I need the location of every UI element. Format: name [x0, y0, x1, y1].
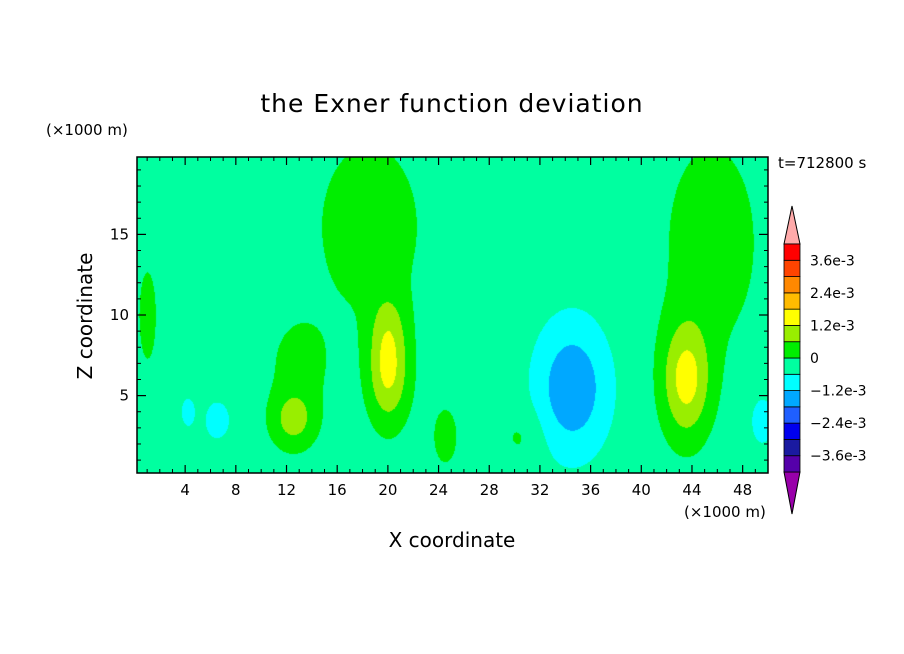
colorbar-swatch	[783, 373, 801, 391]
y-axis-label: Z coordinate	[73, 253, 97, 380]
x-axis-unit: (×1000 m)	[684, 503, 766, 521]
x-tick-label: 20	[378, 481, 397, 499]
x-tick-label: 28	[480, 481, 499, 499]
colorbar-label: −3.6e-3	[810, 449, 867, 465]
colorbar-label: 2.4e-3	[810, 286, 855, 302]
y-tick-label: 15	[110, 225, 129, 243]
colorbar-min-arrow	[783, 471, 801, 515]
y-tick-label: 5	[119, 387, 129, 405]
colorbar-label: −2.4e-3	[810, 416, 867, 432]
colorbar-swatch	[783, 325, 801, 343]
x-tick-label: 36	[581, 481, 600, 499]
colorbar-max-arrow	[783, 205, 801, 245]
colorbar-swatch	[783, 276, 801, 294]
x-tick-label: 4	[180, 481, 190, 499]
y-tick-label: 10	[110, 306, 129, 324]
colorbar-label: 3.6e-3	[810, 253, 855, 269]
x-tick-label: 12	[277, 481, 296, 499]
x-axis: 4 8 12 16 20 24 28 32 36 40 44 48	[146, 157, 756, 499]
colorbar-swatch	[783, 243, 801, 261]
colorbar-label: −1.2e-3	[810, 384, 867, 400]
x-tick-label: 16	[328, 481, 347, 499]
x-tick-label: 44	[682, 481, 701, 499]
colorbar-swatch	[783, 390, 801, 408]
y-axis-unit: (×1000 m)	[46, 121, 128, 139]
colorbar-swatch	[783, 455, 801, 473]
colorbar-swatch	[783, 308, 801, 326]
colorbar: 3.6e-3 2.4e-3 1.2e-3 0 −1.2e-3 −2.4e-3 −3.6e-3	[783, 205, 867, 515]
time-label: t=712800 s	[778, 154, 866, 172]
x-tick-label: 40	[632, 481, 651, 499]
colorbar-swatch	[783, 292, 801, 310]
x-tick-label: 48	[733, 481, 752, 499]
colorbar-label: 1.2e-3	[810, 318, 855, 334]
contour-field	[137, 157, 768, 473]
colorbar-label: 0	[810, 351, 819, 367]
x-axis-label: X coordinate	[389, 528, 516, 552]
colorbar-swatch	[783, 439, 801, 457]
y-axis: 5 10 15	[110, 169, 768, 461]
colorbar-swatch	[783, 259, 801, 277]
colorbar-swatch	[783, 357, 801, 375]
colorbar-swatch	[783, 406, 801, 424]
x-tick-label: 32	[530, 481, 549, 499]
chart-title: the Exner function deviation	[260, 89, 643, 118]
x-tick-label: 8	[231, 481, 241, 499]
x-tick-label: 24	[429, 481, 448, 499]
colorbar-swatch	[783, 341, 801, 359]
colorbar-swatch	[783, 422, 801, 440]
plot-area	[136, 156, 769, 474]
